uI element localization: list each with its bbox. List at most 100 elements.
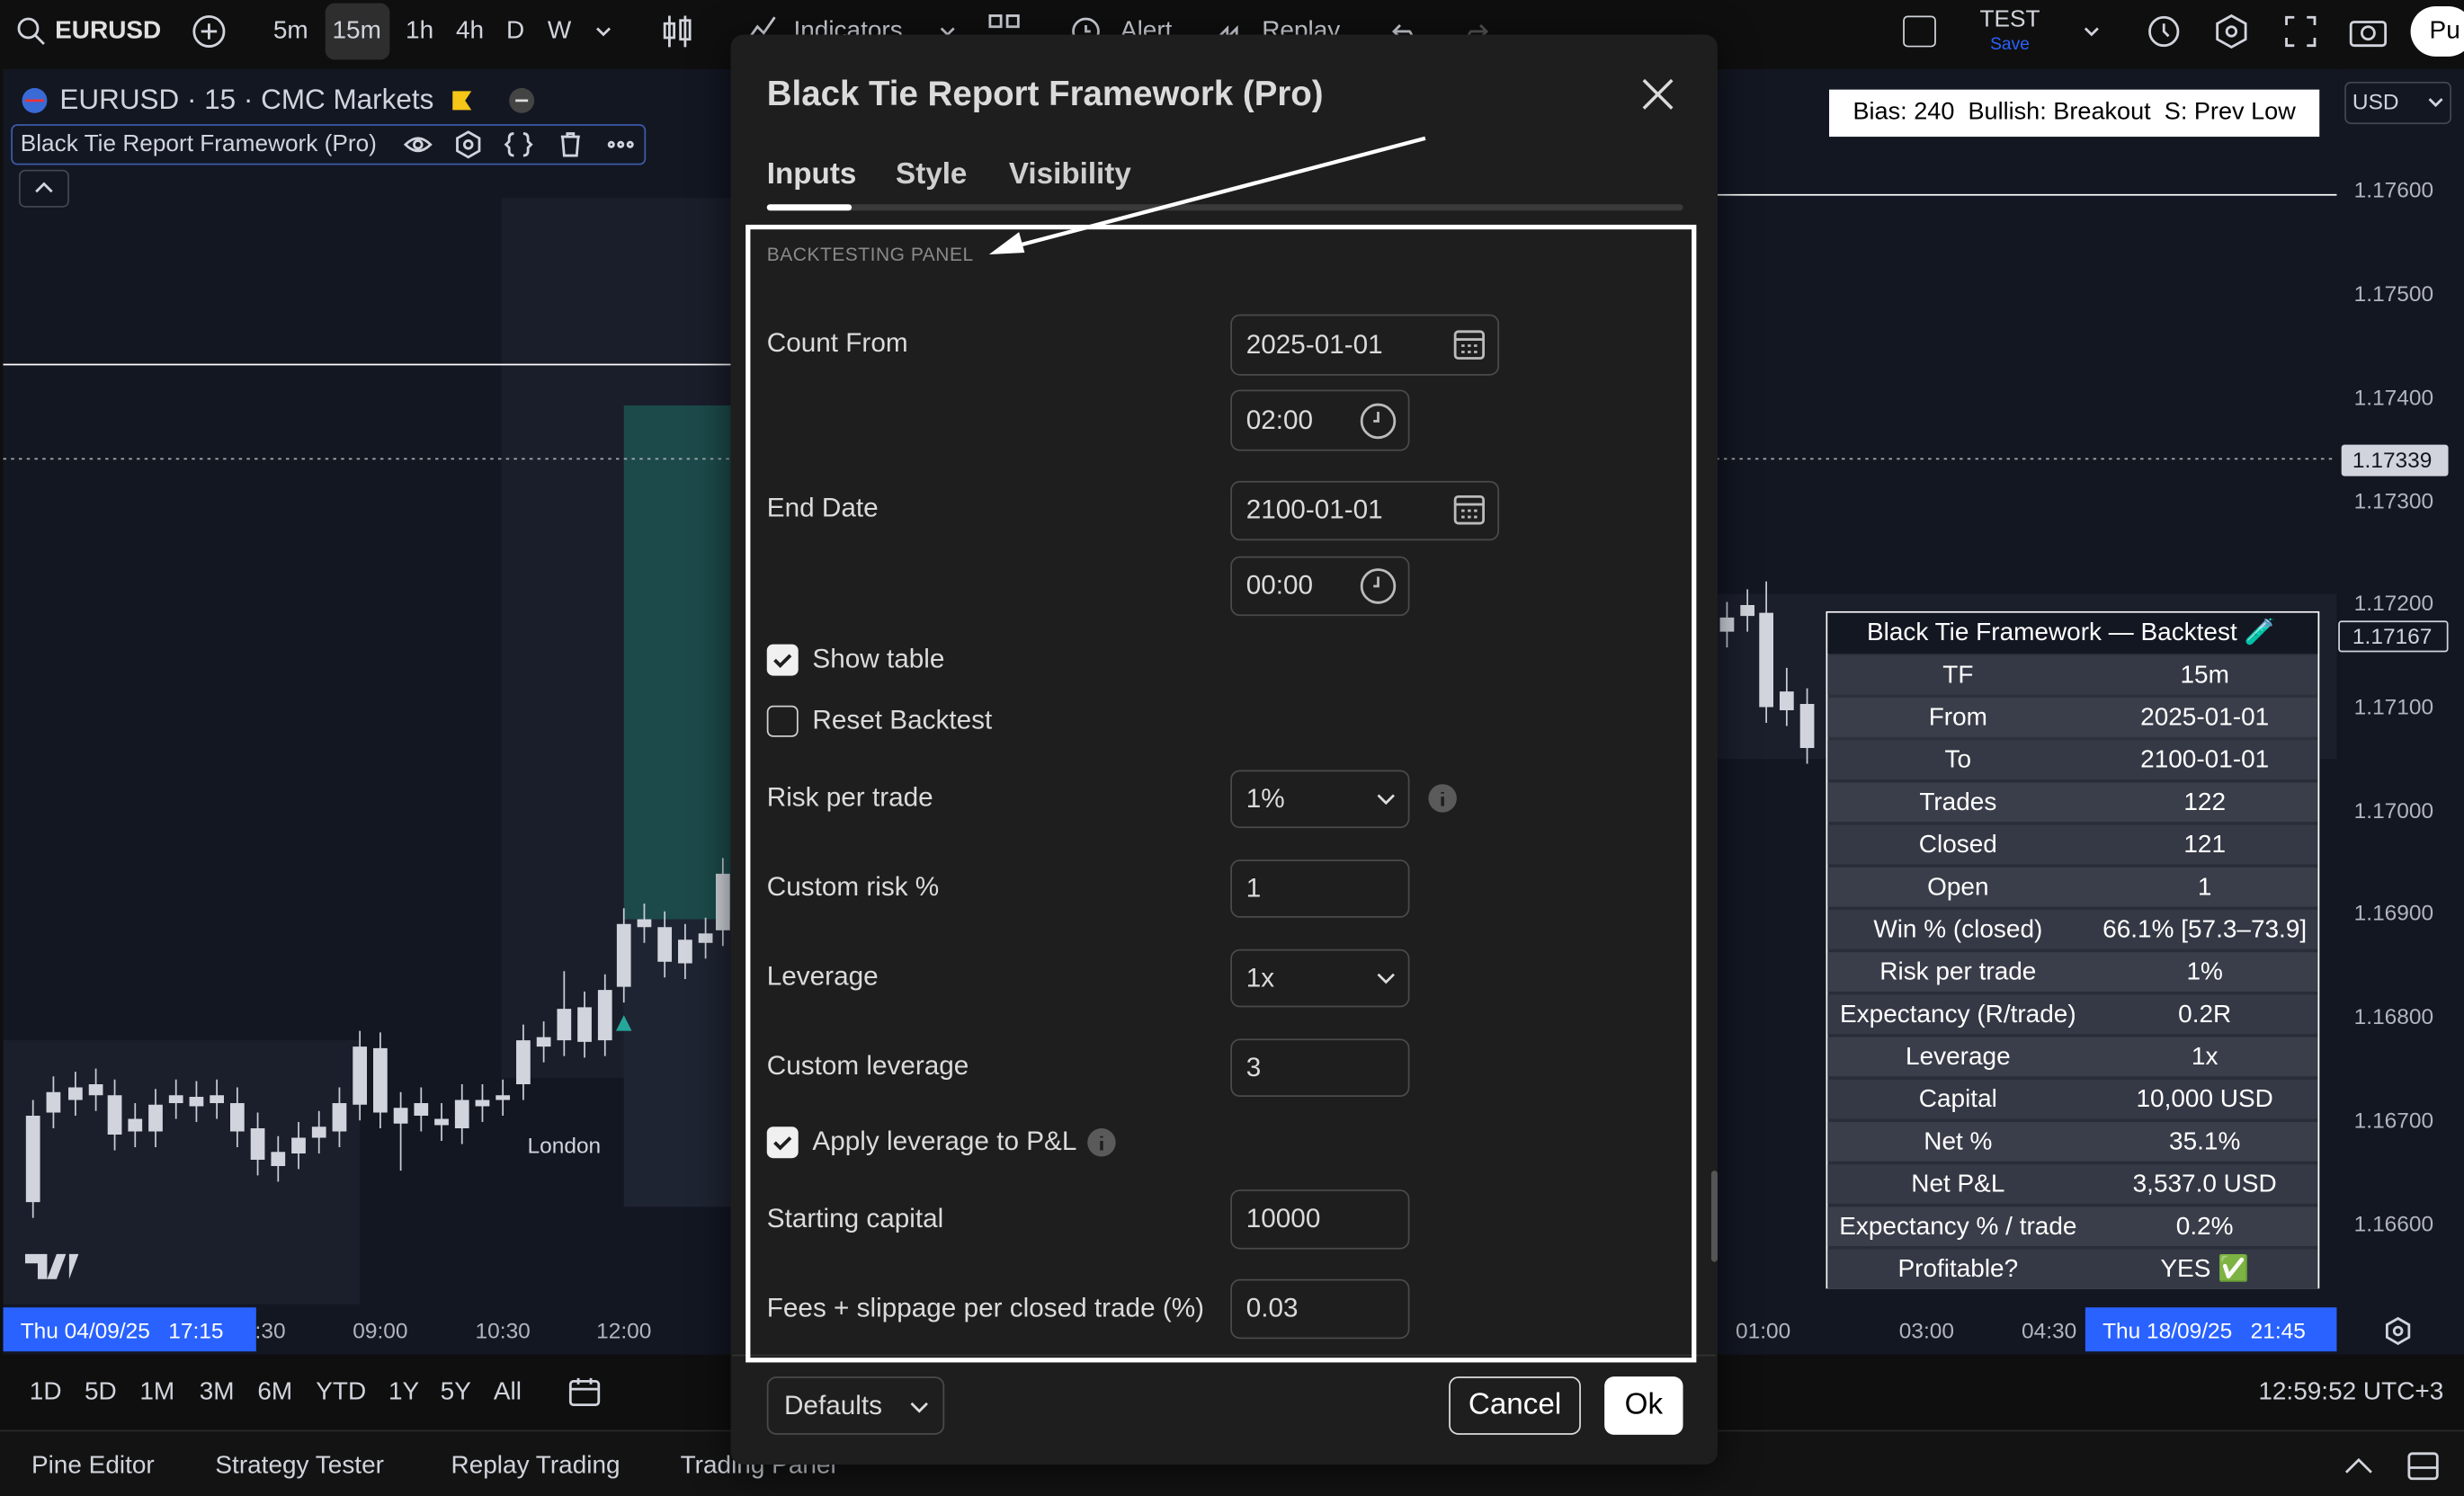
dialog-tab[interactable]: Visibility (1008, 157, 1131, 191)
table-key: Net % (1924, 1127, 1993, 1155)
interval-button[interactable]: 15m (332, 17, 381, 45)
publish-button[interactable] (2410, 5, 2464, 57)
currency[interactable]: USD (2352, 88, 2399, 114)
range-button[interactable]: YTD (316, 1378, 367, 1406)
checkbox-label[interactable]: Apply leverage to P&L (812, 1126, 1077, 1157)
interval-button[interactable]: 5m (272, 17, 308, 45)
bottom-tab[interactable]: Pine Editor (31, 1452, 155, 1480)
range-button[interactable]: All (493, 1378, 522, 1406)
currency-select[interactable] (2344, 81, 2452, 125)
add-symbol[interactable] (192, 14, 226, 49)
search-icon[interactable] (15, 15, 47, 47)
checkbox-label[interactable]: Show table (812, 644, 945, 674)
go-to-date[interactable] (566, 1374, 603, 1411)
more[interactable] (605, 129, 637, 160)
range-button[interactable]: 3M (199, 1378, 235, 1406)
field-label: Starting capital (766, 1203, 944, 1233)
field-value: 10000 (1245, 1203, 1321, 1233)
checkbox-label[interactable]: Reset Backtest (812, 705, 993, 735)
clock-icon[interactable] (1360, 402, 1397, 440)
indicator-settings[interactable] (452, 129, 484, 160)
chevron[interactable] (593, 21, 614, 42)
layout-name[interactable]: TEST (1979, 5, 2040, 33)
ok-button[interactable] (1604, 1376, 1683, 1435)
trade-zone (623, 919, 731, 1207)
price-marker: 1.17167 (2352, 623, 2433, 649)
table-value: 2100-01-01 (2140, 746, 2270, 773)
price-label: 1.17400 (2353, 384, 2434, 410)
expand-panel[interactable] (2342, 1452, 2376, 1480)
table-value: 66.1% [57.3–73.9] (2102, 915, 2308, 943)
range-button[interactable]: 1Y (388, 1378, 420, 1406)
legend-title[interactable]: EURUSD · 15 · CMC Markets (59, 83, 434, 115)
table-row (1827, 654, 2318, 695)
field-label: Leverage (766, 961, 879, 992)
chevron[interactable] (2081, 21, 2102, 42)
field-label: Fees + slippage per closed trade (%) (766, 1293, 1205, 1323)
chevron[interactable] (936, 21, 958, 42)
interval-button[interactable]: W (547, 17, 572, 45)
range-button[interactable]: 5Y (440, 1378, 471, 1406)
interval-button[interactable]: D (506, 17, 525, 45)
cancel-label[interactable]: Cancel (1468, 1388, 1562, 1422)
interval-button[interactable]: 1h (406, 17, 434, 45)
range-button[interactable]: 1D (29, 1378, 62, 1406)
checkbox[interactable] (766, 705, 799, 737)
collapse-legend[interactable] (18, 169, 69, 208)
table-key: TF (1942, 661, 1974, 689)
save-button[interactable]: Save (1990, 35, 2030, 55)
table-value: 3,537.0 USD (2132, 1171, 2277, 1198)
flag-marker[interactable] (450, 88, 475, 113)
templates[interactable] (986, 13, 1021, 47)
table-value: 0.2% (2175, 1213, 2234, 1240)
close-button[interactable] (1639, 76, 1677, 113)
collapse[interactable] (506, 86, 538, 114)
bottom-tab[interactable]: Strategy Tester (215, 1452, 384, 1480)
fullscreen[interactable] (2281, 13, 2319, 50)
ok-label[interactable]: Ok (1624, 1388, 1664, 1422)
quick-search[interactable] (2145, 13, 2183, 50)
cancel-button[interactable] (1449, 1376, 1581, 1435)
chart-type[interactable] (662, 13, 693, 50)
price-axis (2338, 68, 2464, 1355)
table-value: 0.2R (2178, 1001, 2232, 1028)
calendar-icon[interactable] (1452, 327, 1486, 361)
settings[interactable] (2212, 13, 2250, 50)
visibility[interactable] (402, 129, 433, 160)
range-button[interactable]: 5D (84, 1378, 117, 1406)
publish-label[interactable]: Pu (2429, 17, 2460, 45)
price-marker-box (2341, 444, 2449, 476)
indicator-name[interactable]: Black Tie Report Framework (Pro) (20, 130, 377, 157)
range-button[interactable]: 1M (139, 1378, 175, 1406)
clock[interactable]: 12:59:52 UTC+3 (2258, 1378, 2444, 1406)
defaults-label[interactable]: Defaults (783, 1390, 882, 1420)
interval-button[interactable]: 4h (455, 17, 485, 45)
price-label: 1.17300 (2353, 487, 2434, 513)
bottom-tab[interactable]: Replay Trading (451, 1452, 620, 1480)
check-mark (767, 645, 799, 676)
table-value: 35.1% (2169, 1127, 2241, 1155)
defaults-button[interactable] (766, 1376, 945, 1435)
maximize-panel[interactable] (2405, 1449, 2442, 1483)
range-button[interactable]: 6M (257, 1378, 293, 1406)
field-value: 02:00 (1245, 404, 1314, 434)
dialog-tab[interactable]: Inputs (766, 157, 857, 191)
field-value: 00:00 (1245, 570, 1314, 601)
calendar-icon[interactable] (1452, 492, 1486, 526)
indicators-icon[interactable] (746, 13, 778, 44)
clock-icon[interactable] (1360, 567, 1397, 605)
axis-settings[interactable] (2382, 1315, 2414, 1347)
table-header (1827, 612, 2318, 654)
table-key: Closed (1918, 831, 1997, 859)
price-label: 1.17500 (2353, 280, 2434, 307)
symbol[interactable]: EURUSD (55, 17, 162, 45)
snapshot[interactable] (2348, 13, 2388, 50)
remove[interactable] (555, 129, 586, 160)
source-code[interactable] (503, 129, 534, 160)
dialog-tab[interactable]: Style (896, 157, 968, 191)
session-label: London (527, 1132, 602, 1158)
layout-icon[interactable] (1903, 15, 1936, 48)
table-value: 1x (2191, 1043, 2218, 1071)
indicator-legend (11, 124, 647, 165)
